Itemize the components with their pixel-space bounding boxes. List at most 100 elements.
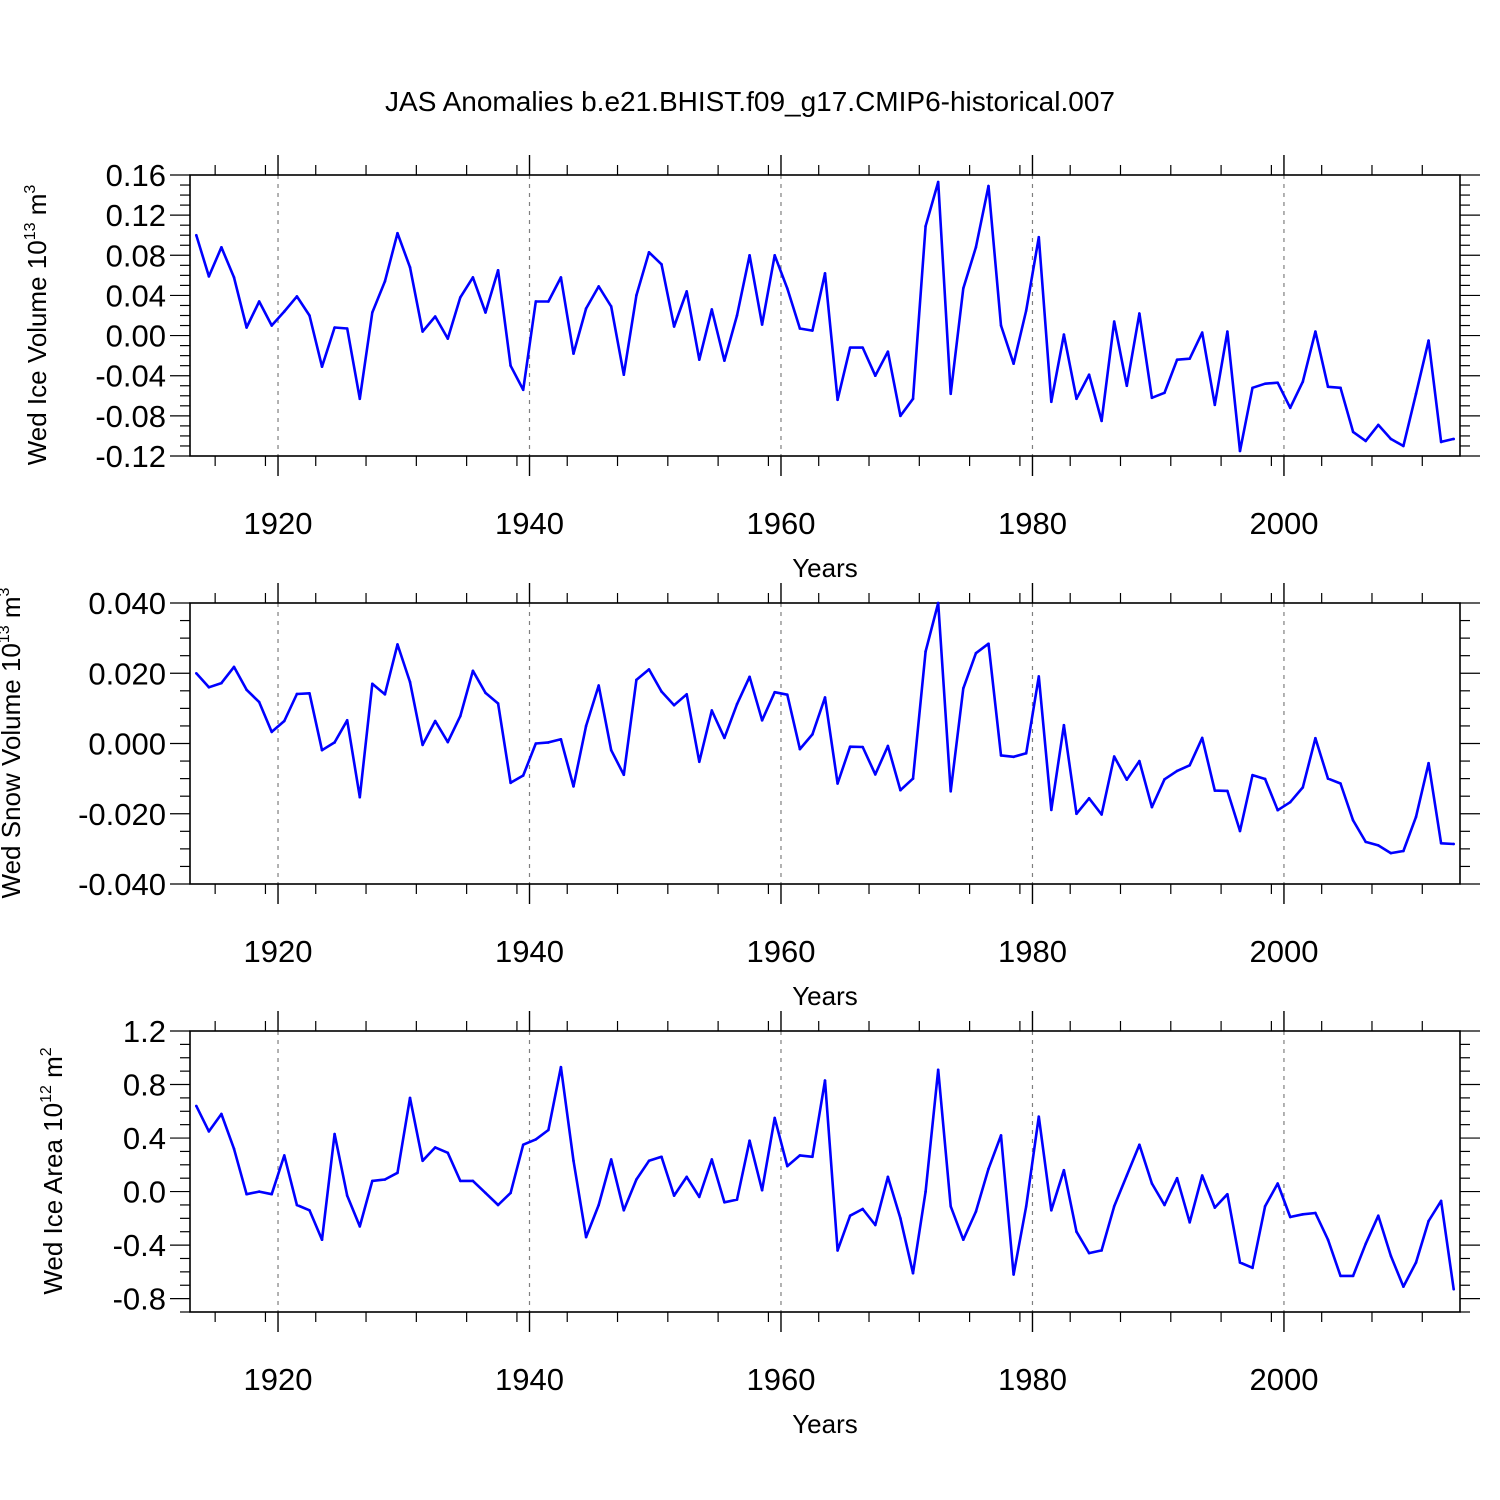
data-point <box>408 266 412 269</box>
x-tick-label: 1960 <box>747 1362 816 1397</box>
data-point <box>1012 362 1015 365</box>
data-point <box>584 724 588 728</box>
data-point <box>949 1204 953 1208</box>
y-tick-label: 0.040 <box>88 586 166 621</box>
data-point <box>987 642 990 646</box>
y-tick-label: 0.8 <box>123 1068 166 1103</box>
data-point <box>1138 759 1141 763</box>
y-tick-label: 0.16 <box>106 158 166 193</box>
data-point <box>873 1223 877 1227</box>
data-point <box>987 1167 990 1171</box>
data-point <box>1251 773 1254 777</box>
data-point <box>1125 778 1129 781</box>
data-point <box>1314 1211 1317 1215</box>
data-point <box>459 714 462 718</box>
data-point <box>836 398 839 402</box>
data-point <box>396 1171 399 1175</box>
data-point <box>1376 423 1380 427</box>
y-axis-title-exponent: 13 <box>22 222 39 240</box>
data-point <box>446 740 450 744</box>
data-point <box>924 224 927 228</box>
data-point <box>760 1188 764 1192</box>
data-point <box>194 233 198 237</box>
data-point <box>697 358 701 361</box>
data-point <box>1238 1261 1242 1264</box>
data-point <box>735 1198 739 1201</box>
data-point <box>1276 808 1279 812</box>
data-point <box>1112 320 1116 323</box>
data-point <box>861 1207 865 1211</box>
data-point <box>1439 440 1443 444</box>
data-point <box>785 1164 789 1168</box>
data-point <box>1163 778 1166 781</box>
data-point <box>295 295 299 298</box>
data-point <box>1251 1266 1254 1270</box>
data-point <box>1175 358 1179 361</box>
data-point <box>936 180 940 184</box>
data-point <box>597 285 600 288</box>
x-tick-label: 1980 <box>998 1362 1067 1397</box>
data-point <box>1276 381 1279 385</box>
data-point <box>371 311 374 314</box>
data-point <box>1238 829 1242 833</box>
data-point <box>1301 1213 1305 1216</box>
y-axis-title-unit-exponent: 3 <box>0 587 13 596</box>
data-point <box>1075 1230 1078 1234</box>
plot-frame <box>189 1030 1461 1313</box>
data-point <box>1414 392 1418 396</box>
data-point <box>924 650 927 653</box>
y-tick-label: -0.12 <box>95 439 166 474</box>
data-point <box>1087 796 1091 800</box>
data-point <box>660 1155 663 1159</box>
data-point <box>609 748 613 752</box>
data-point <box>1226 330 1229 333</box>
chart-panel-1: 0.16 0.12 0.08 0.04 0.00 -0.04 -0.08 -0.12 1920 1… <box>22 155 1480 583</box>
data-point <box>647 668 651 671</box>
data-point <box>798 1154 802 1157</box>
data-point <box>1125 384 1129 388</box>
data-point <box>1163 1203 1166 1207</box>
data-point <box>723 736 726 740</box>
data-point <box>635 678 638 682</box>
data-point <box>1263 382 1267 386</box>
data-point <box>1351 819 1355 822</box>
data-point <box>811 329 814 332</box>
y-tick-label: 0.000 <box>88 727 166 762</box>
data-point <box>245 1192 248 1196</box>
data-point <box>1188 357 1191 360</box>
data-point <box>1238 449 1242 453</box>
data-point <box>371 1179 374 1183</box>
data-point <box>1188 763 1191 767</box>
x-tick-label: 2000 <box>1249 934 1318 969</box>
data-point <box>710 709 714 712</box>
data-point <box>1112 1204 1116 1208</box>
y-tick-label: 0.04 <box>106 278 166 313</box>
data-point <box>220 681 223 685</box>
y-axis-title-exponent: 13 <box>0 625 13 643</box>
data-point <box>1314 736 1317 740</box>
data-point <box>899 1217 902 1220</box>
data-point <box>1351 430 1355 434</box>
data-point <box>496 1203 500 1207</box>
x-axis-title: Years <box>792 553 858 583</box>
data-point <box>1062 333 1066 336</box>
data-point <box>547 1128 550 1132</box>
data-point <box>974 1210 978 1213</box>
data-point <box>685 290 688 293</box>
data-point <box>1339 1274 1342 1278</box>
x-axis-title: Years <box>792 981 858 1011</box>
data-point <box>848 745 852 748</box>
x-tick-label: 1940 <box>495 934 564 969</box>
data-point <box>257 700 261 704</box>
data-point <box>685 1175 688 1179</box>
data-point <box>748 253 751 257</box>
data-point <box>421 1159 424 1163</box>
data-point <box>622 373 626 377</box>
data-point <box>710 1158 714 1161</box>
data-point <box>1389 851 1393 855</box>
figure-title: JAS Anomalies b.e21.BHIST.f09_g17.CMIP6-… <box>385 86 1115 117</box>
y-tick-label: -0.020 <box>78 797 166 832</box>
y-axis-title: Wed Ice Area 1012 m2 <box>38 1047 68 1294</box>
data-point <box>1326 385 1330 389</box>
data-point <box>848 346 852 349</box>
